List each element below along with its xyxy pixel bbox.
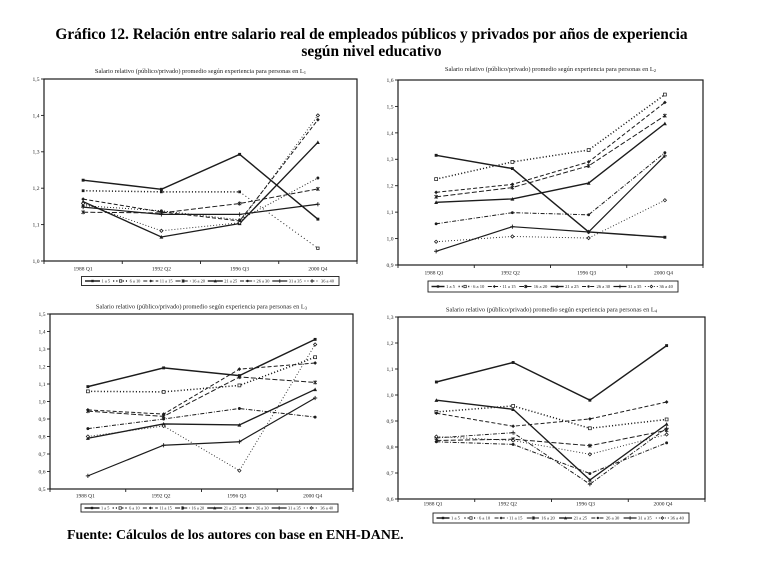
svg-text:Salario relativo (público/priv: Salario relativo (público/privado) prome… [95,68,307,75]
svg-text:0,9: 0,9 [387,419,394,425]
svg-text:1,1: 1,1 [387,210,394,216]
svg-text:Fuente: Cálculos de los autore: Fuente: Cálculos de los autores con base… [67,528,404,543]
svg-text:0,7: 0,7 [387,471,394,477]
svg-text:1,3: 1,3 [387,315,394,321]
svg-text:1,3: 1,3 [387,157,394,163]
svg-text:1,0: 1,0 [33,259,40,265]
svg-text:Salario relativo (público/priv: Salario relativo (público/privado) prome… [96,304,308,311]
svg-text:0,7: 0,7 [39,452,46,458]
svg-text:1 a 5: 1 a 5 [102,279,111,284]
svg-text:16 a 20: 16 a 20 [534,284,548,289]
svg-text:0,9: 0,9 [39,417,46,423]
svg-text:1988 Q1: 1988 Q1 [74,267,93,273]
svg-text:26 a 30: 26 a 30 [256,505,269,510]
svg-text:0,6: 0,6 [39,469,46,475]
svg-text:16 a 20: 16 a 20 [192,279,206,284]
svg-text:0,5: 0,5 [39,487,46,493]
svg-text:1,0: 1,0 [387,393,394,399]
svg-text:11 a 15: 11 a 15 [509,516,523,521]
svg-text:11 a 15: 11 a 15 [159,505,172,510]
svg-text:1996 Q3: 1996 Q3 [577,271,596,277]
svg-text:11 a 15: 11 a 15 [502,284,516,289]
svg-text:21 a 25: 21 a 25 [224,279,238,284]
svg-text:1,2: 1,2 [387,184,394,190]
svg-text:1996 Q3: 1996 Q3 [230,267,249,273]
svg-text:1,1: 1,1 [33,223,40,229]
svg-text:1 a 5: 1 a 5 [101,505,109,510]
svg-text:1,5: 1,5 [387,104,394,110]
svg-text:1988 Q1: 1988 Q1 [423,502,442,508]
svg-text:1996 Q3: 1996 Q3 [227,494,246,500]
svg-text:1,4: 1,4 [33,113,40,119]
svg-text:11 a 15: 11 a 15 [160,279,174,284]
svg-text:31 a 35: 31 a 35 [638,516,652,521]
svg-text:21 a 25: 21 a 25 [574,516,588,521]
svg-text:1992 Q2: 1992 Q2 [151,494,170,500]
svg-text:1,5: 1,5 [33,77,40,83]
svg-text:1,3: 1,3 [33,150,40,156]
svg-text:2000 Q4: 2000 Q4 [308,267,327,273]
svg-text:según nivel educativo: según nivel educativo [301,43,442,60]
svg-text:Salario relativo (público/priv: Salario relativo (público/privado) prome… [445,66,657,73]
svg-text:16 a 20: 16 a 20 [541,516,555,521]
svg-text:1 a 5: 1 a 5 [451,516,461,521]
svg-text:Salario relativo (público/priv: Salario relativo (público/privado) prome… [446,307,658,314]
svg-text:26 a 30: 26 a 30 [257,279,271,284]
svg-text:1,5: 1,5 [39,312,46,318]
svg-text:1988 Q1: 1988 Q1 [76,494,95,500]
svg-text:36 a 40: 36 a 40 [659,284,673,289]
svg-text:21 a 25: 21 a 25 [565,284,579,289]
svg-text:31 a 35: 31 a 35 [289,279,303,284]
svg-text:0,8: 0,8 [39,434,46,440]
svg-text:26 a 30: 26 a 30 [597,284,611,289]
svg-text:1,6: 1,6 [387,78,394,84]
svg-text:31 a 35: 31 a 35 [628,284,642,289]
svg-text:1996 Q3: 1996 Q3 [576,502,595,508]
svg-text:1992 Q2: 1992 Q2 [501,271,520,277]
svg-text:26 a 30: 26 a 30 [606,516,620,521]
svg-text:21 a 25: 21 a 25 [224,505,237,510]
svg-text:1,2: 1,2 [33,186,40,192]
svg-text:1,4: 1,4 [387,131,394,137]
svg-text:1 a 5: 1 a 5 [446,284,456,289]
svg-text:1,2: 1,2 [39,364,46,370]
svg-text:1988 Q1: 1988 Q1 [424,271,443,277]
svg-text:36 a 40: 36 a 40 [670,516,684,521]
svg-text:1,1: 1,1 [39,382,46,388]
svg-text:2000 Q4: 2000 Q4 [654,271,673,277]
svg-text:31 a 35: 31 a 35 [288,505,301,510]
svg-text:36 a 40: 36 a 40 [321,279,335,284]
svg-text:1,0: 1,0 [39,399,46,405]
svg-text:6 a 10: 6 a 10 [479,516,491,521]
svg-text:1992 Q2: 1992 Q2 [498,502,517,508]
svg-text:36 a 40: 36 a 40 [320,505,333,510]
svg-text:0,6: 0,6 [387,497,394,503]
svg-text:16 a 20: 16 a 20 [192,505,205,510]
svg-text:1,0: 1,0 [387,236,394,242]
svg-text:1,1: 1,1 [387,367,394,373]
svg-text:6 a 10: 6 a 10 [473,284,485,289]
svg-text:0,9: 0,9 [387,263,394,269]
svg-text:6 a 10: 6 a 10 [130,279,142,284]
svg-text:0,8: 0,8 [387,445,394,451]
svg-text:6 a 10: 6 a 10 [129,505,140,510]
svg-text:1,3: 1,3 [39,347,46,353]
svg-text:Gráfico 12. Relación entre sal: Gráfico 12. Relación entre salario real … [55,26,688,43]
svg-text:1,4: 1,4 [39,329,46,335]
svg-text:1,2: 1,2 [387,341,394,347]
svg-text:1992 Q2: 1992 Q2 [152,267,171,273]
svg-text:2000 Q4: 2000 Q4 [653,502,672,508]
svg-text:2000 Q4: 2000 Q4 [303,494,322,500]
